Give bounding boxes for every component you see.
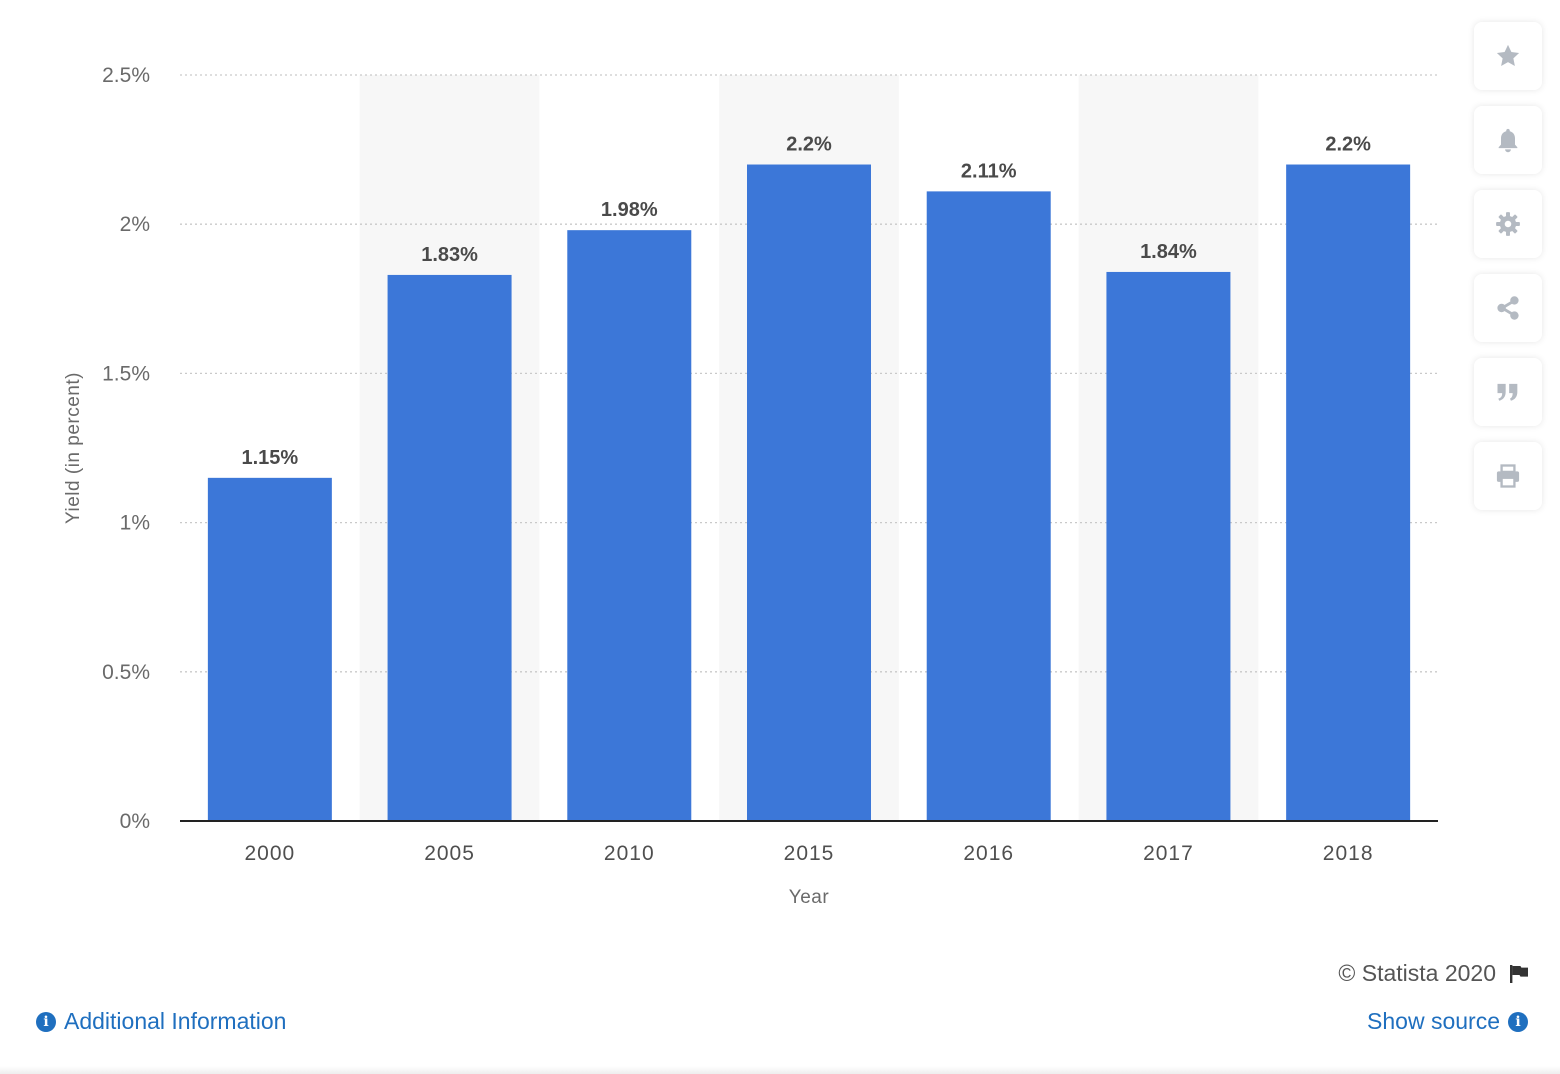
data-label: 2.2% xyxy=(786,134,832,156)
flag-icon[interactable] xyxy=(1508,963,1530,985)
share-button[interactable] xyxy=(1474,274,1542,342)
quote-icon xyxy=(1497,383,1518,401)
bar[interactable] xyxy=(1106,271,1231,822)
data-label: 1.83% xyxy=(421,244,478,266)
bell-icon xyxy=(1498,128,1518,153)
copyright-notice: © Statista 2020 xyxy=(1338,960,1530,987)
bar[interactable] xyxy=(926,191,1051,822)
info-icon: i xyxy=(36,1011,56,1032)
print-icon xyxy=(1496,464,1520,488)
x-tick-label: 2000 xyxy=(244,842,295,865)
bottom-divider xyxy=(0,1066,1560,1074)
star-icon xyxy=(1496,44,1520,67)
x-tick-label: 2005 xyxy=(424,842,475,865)
gear-icon xyxy=(1496,212,1520,236)
x-tick-label: 2018 xyxy=(1323,842,1374,865)
data-label: 1.98% xyxy=(601,199,658,221)
cite-button[interactable] xyxy=(1474,358,1542,426)
print-button[interactable] xyxy=(1474,442,1542,510)
favorite-button[interactable] xyxy=(1474,22,1542,90)
bar[interactable] xyxy=(567,230,692,822)
x-tick-label: 2016 xyxy=(963,842,1014,865)
y-tick-label: 2.5% xyxy=(102,64,150,87)
bar[interactable] xyxy=(747,164,871,821)
x-tick-label: 2010 xyxy=(604,842,655,865)
show-source-link[interactable]: Show source i xyxy=(1367,1008,1528,1035)
y-tick-label: 2% xyxy=(120,213,150,236)
data-label: 1.84% xyxy=(1140,241,1197,263)
bar[interactable] xyxy=(207,477,332,821)
x-tick-label: 2015 xyxy=(784,842,835,865)
y-axis-title: Yield (in percent) xyxy=(63,372,84,524)
y-tick-label: 0.5% xyxy=(102,661,150,684)
share-icon xyxy=(1497,296,1519,320)
bar[interactable] xyxy=(387,274,512,822)
show-source-label: Show source xyxy=(1367,1008,1500,1034)
info-icon: i xyxy=(1508,1011,1528,1032)
additional-information-label: Additional Information xyxy=(64,1008,287,1034)
settings-button[interactable] xyxy=(1474,190,1542,258)
y-tick-label: 1.5% xyxy=(102,362,150,385)
data-label: 2.11% xyxy=(961,160,1017,182)
bar-chart: 0% 0.5% 1% 1.5% 2% 2.5% 2000 2005 2010 2015 2016 2… xyxy=(63,64,1438,908)
bar[interactable] xyxy=(1286,164,1411,821)
notification-button[interactable] xyxy=(1474,106,1542,174)
y-tick-label: 0% xyxy=(120,810,150,833)
y-tick-label: 1% xyxy=(120,512,150,535)
x-tick-label: 2017 xyxy=(1143,842,1194,865)
data-label: 2.2% xyxy=(1325,134,1371,156)
data-label: 1.15% xyxy=(241,447,298,469)
x-axis-title: Year xyxy=(789,887,830,908)
additional-information-link[interactable]: i Additional Information xyxy=(36,1008,286,1035)
copyright-text: © Statista 2020 xyxy=(1338,960,1496,986)
